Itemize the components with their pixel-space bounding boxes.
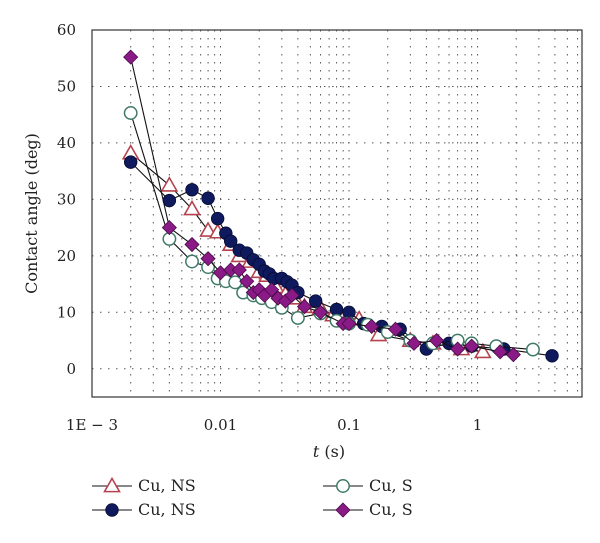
series-circle-filled — [123, 155, 559, 363]
y-tick-label: 40 — [57, 134, 76, 152]
data-point — [505, 347, 521, 363]
data-point — [290, 311, 305, 325]
x-axis-title-unit: (s) — [319, 442, 345, 461]
legend: Cu, NS Cu, NS Cu, S Cu, S — [92, 476, 413, 519]
data-point — [341, 316, 357, 332]
data-point — [123, 155, 138, 169]
x-tick-label: 1E − 3 — [66, 416, 118, 434]
data-point — [284, 287, 300, 303]
legend-item: Cu, S — [323, 500, 413, 519]
y-tick-label: 10 — [57, 303, 76, 321]
data-point — [264, 282, 280, 298]
series-diamond-filled — [123, 49, 521, 363]
legend-label: Cu, NS — [138, 476, 196, 495]
data-point — [160, 176, 179, 192]
x-tick-label: 0.01 — [204, 416, 237, 434]
data-point — [364, 318, 380, 334]
data-point — [123, 106, 138, 120]
y-tick-label: 0 — [66, 360, 76, 378]
y-tick-label: 30 — [57, 190, 76, 208]
x-axis-title-variable: t — [313, 442, 320, 461]
data-point — [464, 338, 480, 354]
y-tick-label: 20 — [57, 247, 76, 265]
x-axis-title: t (s) — [313, 442, 345, 461]
data-point — [239, 273, 255, 289]
y-axis-title: Contact angle (deg) — [22, 133, 41, 294]
data-point — [231, 262, 247, 278]
axes: 0 10 20 30 40 50 60 1E − 3 0.01 0.1 1 — [57, 21, 482, 434]
data-point — [161, 220, 177, 236]
legend-label: Cu, NS — [138, 500, 196, 519]
x-tick-label: 1 — [473, 416, 483, 434]
data-point — [201, 191, 215, 205]
data-point — [162, 193, 177, 208]
y-tick-label: 50 — [57, 77, 76, 95]
data-point — [183, 199, 201, 216]
data-point — [429, 332, 445, 349]
data-point — [526, 342, 540, 357]
legend-marker — [336, 479, 350, 493]
data-point — [308, 294, 323, 308]
data-point — [184, 236, 200, 253]
legend-item: Cu, NS — [92, 476, 196, 495]
series-layer — [121, 49, 559, 363]
data-point — [312, 304, 329, 320]
legend-marker — [103, 476, 121, 493]
data-point — [200, 251, 216, 267]
legend-item: Cu, S — [323, 476, 413, 495]
data-point — [199, 221, 217, 237]
x-tick-label: 0.1 — [337, 416, 361, 434]
legend-item: Cu, NS — [92, 500, 196, 519]
data-point — [406, 335, 422, 351]
legend-marker — [335, 502, 351, 518]
data-point — [450, 341, 466, 357]
legend-label: Cu, S — [369, 476, 413, 495]
series-triangle-open — [121, 143, 492, 359]
data-point — [223, 234, 238, 248]
data-point — [185, 183, 199, 197]
y-tick-label: 60 — [57, 21, 76, 39]
data-point — [123, 49, 139, 65]
data-point — [545, 349, 559, 363]
data-point — [210, 211, 225, 226]
data-point — [473, 342, 492, 359]
legend-label: Cu, S — [369, 500, 413, 519]
data-point — [492, 344, 508, 360]
data-point — [296, 299, 313, 315]
data-point — [387, 321, 404, 337]
data-point — [185, 254, 199, 269]
legend-marker — [105, 503, 119, 517]
plot-frame — [91, 29, 583, 398]
grid — [92, 30, 582, 397]
